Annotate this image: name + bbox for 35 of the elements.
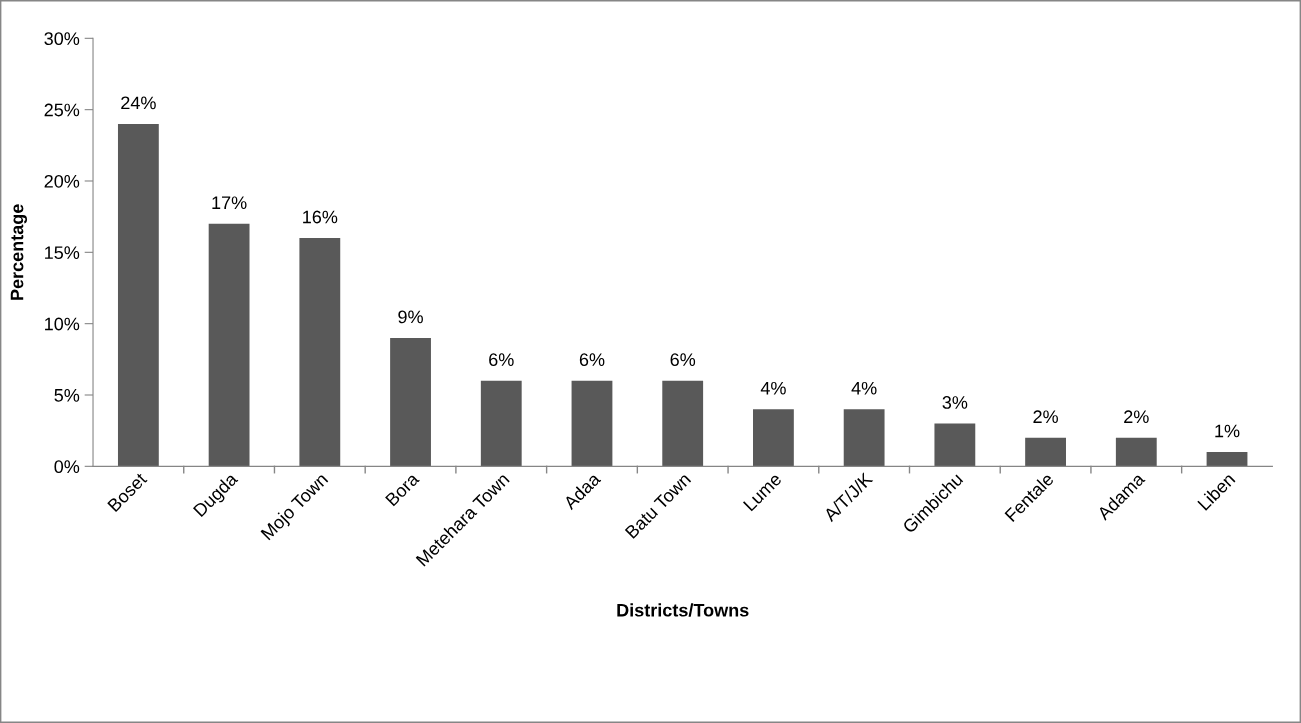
data-label: 3%: [942, 396, 968, 409]
bar: [1206, 452, 1248, 467]
bar: [480, 380, 522, 467]
bar: [662, 380, 704, 467]
data-label: 1%: [1215, 424, 1240, 438]
data-label: 4%: [760, 381, 786, 395]
y-tick-label: 10%: [45, 317, 80, 331]
y-axis-title: Percentage: [10, 204, 28, 300]
bar: [753, 409, 794, 467]
bar: [1025, 437, 1066, 467]
y-tick-label: 5%: [54, 389, 80, 402]
bar: [843, 409, 885, 467]
x-axis-title: Districts/Towns: [617, 603, 749, 617]
data-label: 6%: [670, 353, 696, 367]
data-label: 24%: [121, 96, 156, 110]
y-tick-label: 15%: [45, 246, 80, 260]
bar: [299, 238, 341, 467]
data-label: 2%: [1124, 410, 1149, 424]
data-label: 6%: [579, 353, 605, 367]
data-label: 9%: [398, 310, 423, 324]
data-label: 16%: [303, 210, 338, 224]
bar: [390, 337, 431, 467]
data-label: 2%: [1033, 410, 1058, 424]
y-tick-label: 20%: [44, 174, 80, 188]
bar: [117, 123, 159, 467]
y-tick-label: 30%: [44, 32, 80, 46]
data-label: 17%: [212, 196, 247, 210]
bar: [208, 223, 250, 467]
data-label: 6%: [489, 353, 514, 367]
data-label: 4%: [851, 381, 877, 395]
y-tick-label: 0%: [54, 460, 80, 474]
bar: [1115, 437, 1157, 467]
y-tick-label: 25%: [44, 103, 80, 117]
bar: [934, 423, 976, 467]
bar: [571, 380, 613, 467]
